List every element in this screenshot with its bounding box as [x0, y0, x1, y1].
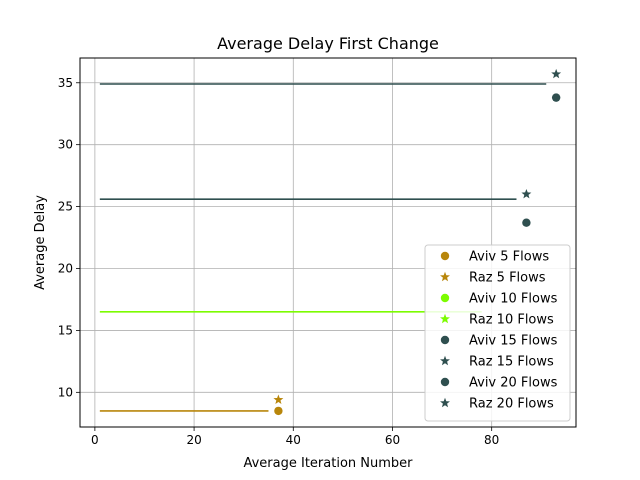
legend-marker-circle — [440, 335, 450, 345]
legend-marker-circle — [440, 377, 450, 387]
legend-entry: Aviv 5 Flows — [469, 250, 549, 265]
y-tick-label: 35 — [58, 76, 73, 90]
legend-entry: Aviv 10 Flows — [469, 292, 558, 307]
y-tick-label: 15 — [58, 323, 73, 337]
x-tick-label: 80 — [484, 433, 499, 447]
y-tick-label: 30 — [58, 138, 73, 152]
data-point-star — [551, 68, 562, 79]
chart-title: Average Delay First Change — [217, 34, 439, 53]
x-tick-label: 20 — [186, 433, 201, 447]
legend-entry: Raz 15 Flows — [469, 355, 554, 370]
data-point-circle — [551, 93, 561, 102]
y-tick-label: 25 — [58, 200, 73, 214]
x-axis-label: Average Iteration Number — [243, 456, 413, 471]
legend-entry: Aviv 20 Flows — [469, 376, 558, 391]
legend-entry: Aviv 15 Flows — [469, 334, 558, 349]
x-tick-label: 0 — [91, 433, 99, 447]
data-points — [273, 68, 562, 416]
legend-marker-circle — [440, 251, 450, 261]
data-point-circle — [274, 406, 283, 416]
data-point-star — [273, 394, 284, 404]
legend-marker-star — [440, 355, 450, 366]
grid — [80, 58, 576, 427]
legend-marker-star — [440, 271, 450, 282]
y-tick-label: 20 — [58, 262, 73, 276]
data-point-circle — [522, 218, 531, 227]
legend-marker-star — [440, 313, 450, 324]
legend: Aviv 5 Flows Raz 5 Flows Aviv 10 Flows Raz … — [424, 244, 571, 422]
legend-box — [424, 244, 571, 422]
x-axis-ticks: 0 20 40 60 80 — [91, 427, 499, 447]
plot-frame — [79, 57, 577, 428]
legend-entry: Raz 5 Flows — [469, 271, 546, 286]
legend-marker-circle — [440, 293, 450, 303]
y-axis-label: Average Delay — [33, 195, 48, 290]
legend-marker-star — [440, 397, 450, 408]
y-axis-ticks: 10 15 20 25 30 35 — [58, 76, 80, 399]
horizontal-lines — [99, 83, 547, 412]
y-tick-label: 10 — [58, 385, 73, 399]
x-tick-label: 40 — [286, 433, 301, 447]
data-point-star — [521, 189, 532, 199]
legend-entry: Raz 10 Flows — [469, 313, 554, 328]
x-tick-label: 60 — [385, 433, 400, 447]
legend-entry: Raz 20 Flows — [469, 397, 554, 412]
